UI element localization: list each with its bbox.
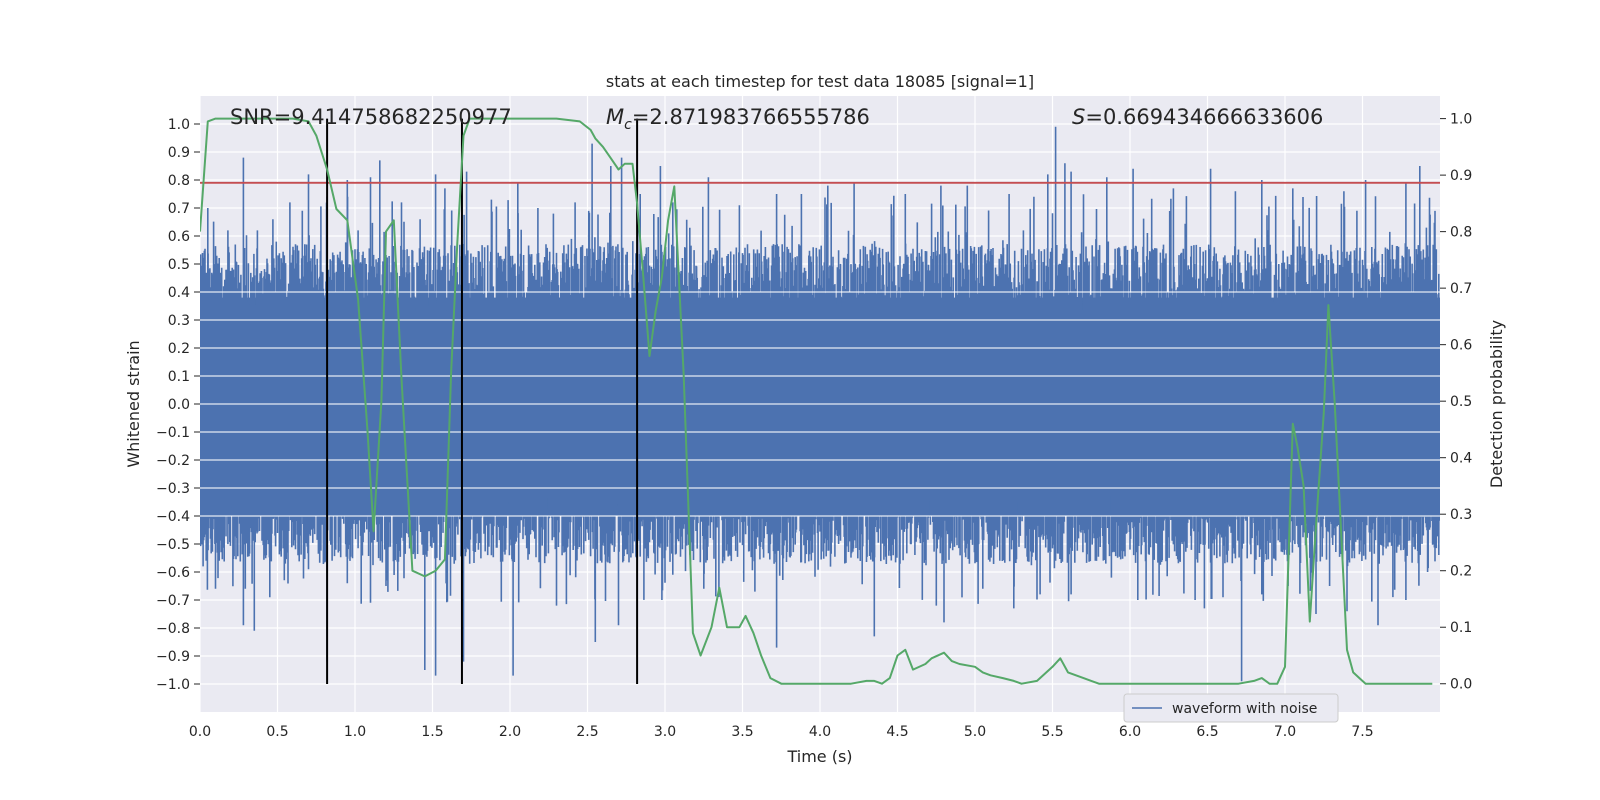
x-tick-label: 1.0: [344, 724, 366, 740]
y-tick-label: 0.7: [168, 201, 190, 217]
y2-tick-label: 0.8: [1450, 225, 1472, 241]
y-tick-label: −0.8: [156, 621, 190, 637]
x-tick-label: 4.5: [886, 724, 908, 740]
y2-tick-label: 1.0: [1450, 112, 1472, 128]
x-tick-label: 4.0: [809, 724, 831, 740]
x-tick-label: 3.5: [731, 724, 753, 740]
y-tick-label: −0.9: [156, 649, 190, 665]
legend-label: waveform with noise: [1172, 701, 1317, 717]
x-tick-label: 5.5: [1041, 724, 1063, 740]
x-tick-label: 3.0: [654, 724, 676, 740]
x-tick-label: 7.0: [1274, 724, 1296, 740]
y-tick-label: −0.6: [156, 565, 190, 581]
y-axis-label: Whitened strain: [124, 340, 143, 467]
x-tick-label: 7.5: [1351, 724, 1373, 740]
y-tick-label: 0.5: [168, 257, 190, 273]
x-tick-label: 0.5: [266, 724, 288, 740]
snr-annotation: SNR=9.414758682250977: [230, 105, 512, 129]
y-tick-label: −0.7: [156, 593, 190, 609]
y-tick-label: −0.4: [156, 509, 190, 525]
y-tick-label: 0.2: [168, 341, 190, 357]
s-symbol: S: [1072, 105, 1085, 129]
chirp-mass-subscript: c: [624, 117, 632, 133]
y2-tick-label: 0.3: [1450, 507, 1472, 523]
y2-tick-label: 0.9: [1450, 168, 1472, 184]
y-tick-label: 0.6: [168, 229, 190, 245]
y-tick-label: −1.0: [156, 677, 190, 693]
y-axis-left: 1.0 0.9 0.8 0.7 0.6 0.5 0.4 0.3 0.2 0.1 0.0 −0.1 −0.…: [156, 117, 200, 693]
s-value: =0.669434666633606: [1085, 105, 1323, 129]
y2-tick-label: 0.5: [1450, 394, 1472, 410]
x-tick-label: 0.0: [189, 724, 211, 740]
detection-probability-line: [200, 117, 1433, 685]
chart-title: stats at each timestep for test data 180…: [606, 72, 1034, 91]
y2-tick-label: 0.7: [1450, 281, 1472, 297]
overlay-layer: [200, 117, 1440, 685]
y-tick-label: −0.1: [156, 425, 190, 441]
y-tick-label: 0.3: [168, 313, 190, 329]
y2-axis-label: Detection probability: [1487, 320, 1506, 488]
y-tick-label: 1.0: [168, 117, 190, 133]
chirp-mass-symbol: M: [606, 105, 624, 129]
y2-tick-label: 0.6: [1450, 338, 1472, 354]
y-tick-label: 0.4: [168, 285, 190, 301]
s-annotation: S=0.669434666633606: [1072, 105, 1323, 129]
chirp-mass-annotation: Mc=2.871983766555786: [606, 105, 870, 133]
x-tick-label: 1.5: [421, 724, 443, 740]
y2-tick-label: 0.4: [1450, 451, 1472, 467]
x-tick-label: 5.0: [964, 724, 986, 740]
x-tick-label: 2.5: [576, 724, 598, 740]
x-axis: 0.0 0.5 1.0 1.5 2.0 2.5 3.0 3.5 4.0 4.5 5.0 5.5 6.0 6…: [189, 724, 1374, 740]
y-tick-label: 0.9: [168, 145, 190, 161]
y-tick-label: −0.2: [156, 453, 190, 469]
y-axis-right: 1.0 0.9 0.8 0.7 0.6 0.5 0.4 0.3 0.2 0.1 0.0: [1440, 112, 1472, 693]
legend: waveform with noise: [1123, 693, 1339, 723]
x-tick-label: 6.5: [1196, 724, 1218, 740]
y2-tick-label: 0.2: [1450, 564, 1472, 580]
legend-box: [1123, 693, 1339, 723]
x-tick-label: 6.0: [1119, 724, 1141, 740]
y2-tick-label: 0.0: [1450, 677, 1472, 693]
chirp-mass-value: =2.871983766555786: [632, 105, 870, 129]
y-tick-label: 0.1: [168, 369, 190, 385]
y2-tick-label: 0.1: [1450, 620, 1472, 636]
x-axis-label: Time (s): [786, 747, 852, 766]
y-tick-label: 0.8: [168, 173, 190, 189]
y-tick-label: 0.0: [168, 397, 190, 413]
y-tick-label: −0.3: [156, 481, 190, 497]
y-tick-label: −0.5: [156, 537, 190, 553]
x-tick-label: 2.0: [499, 724, 521, 740]
